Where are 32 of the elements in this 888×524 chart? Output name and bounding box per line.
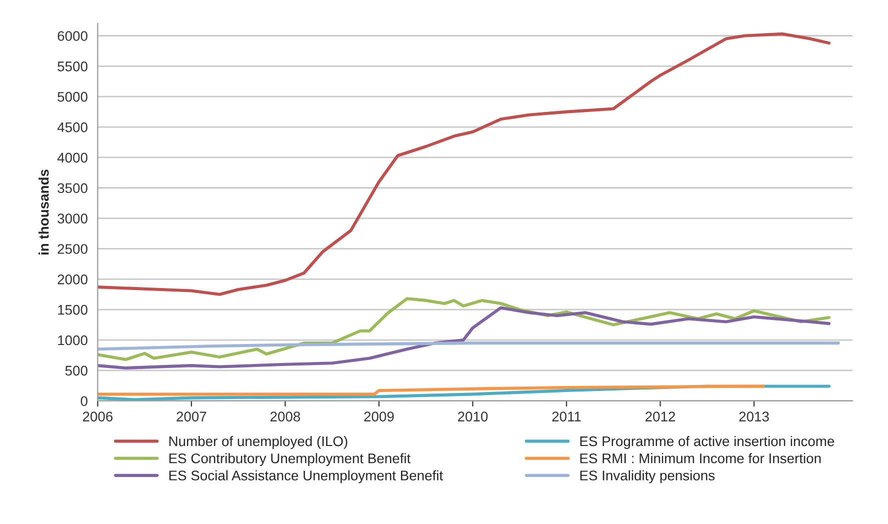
y-tick-label: 500: [65, 366, 88, 376]
x-tick-label: 2008: [270, 412, 300, 422]
legend-label: ES Social Assistance Unemployment Benefit: [169, 470, 443, 484]
line-series: [98, 306, 831, 370]
legend-label: ES Programme of active insertion income: [580, 436, 834, 449]
legend-label: ES RMI : Minimum Income for Insertion: [580, 453, 821, 464]
line-series: [98, 342, 840, 351]
y-tick-label: 3500: [58, 183, 88, 194]
y-tick-label: 6000: [58, 31, 88, 41]
legend-label: ES Invalidity pensions: [580, 470, 715, 484]
line-series: [98, 384, 765, 396]
y-tick-label: 4000: [57, 152, 88, 163]
x-tick-label: 2012: [646, 412, 676, 422]
legend-label: ES Contributory Unemployment Benefit: [169, 453, 411, 466]
y-tick-label: 0: [80, 396, 88, 406]
y-tick-label: 4500: [57, 122, 88, 132]
x-tick-label: 2009: [364, 412, 394, 422]
y-tick-label: 1000: [58, 335, 88, 346]
y-tick-label: 1500: [58, 304, 88, 315]
y-tick-label: 3000: [58, 214, 88, 224]
y-tick-label: 5500: [58, 62, 88, 72]
y-tick-label: 2000: [58, 274, 88, 284]
y-tick-label: 2500: [58, 244, 88, 254]
x-tick-label: 2013: [739, 412, 769, 422]
x-tick-label: 2010: [458, 412, 488, 422]
legend-label: Number of unemployed (ILO): [169, 436, 348, 449]
y-tick-label: 5000: [58, 92, 88, 102]
x-tick-label: 2006: [82, 412, 113, 422]
line-series: [98, 32, 831, 296]
x-tick-label: 2007: [176, 412, 206, 422]
x-tick-label: 2011: [552, 412, 581, 422]
y-axis-title: in thousands: [38, 170, 49, 254]
